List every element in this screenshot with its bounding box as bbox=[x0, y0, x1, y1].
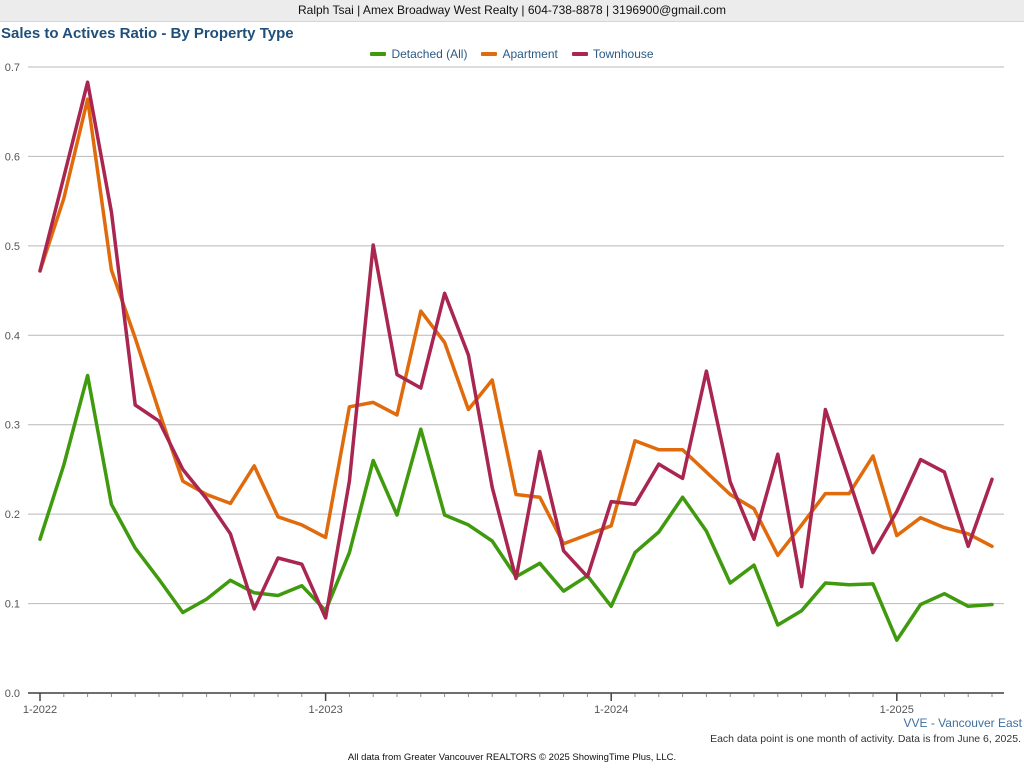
y-tick-label: 0.6 bbox=[5, 151, 20, 163]
series-line-townhouse bbox=[38, 80, 994, 620]
y-tick-label: 0.2 bbox=[5, 509, 20, 521]
x-tick-label: 1-2023 bbox=[308, 704, 342, 716]
legend-swatch-townhouse bbox=[571, 52, 588, 56]
copyright-footer: All data from Greater Vancouver REALTORS… bbox=[347, 752, 677, 763]
y-tick-label: 0.7 bbox=[5, 62, 20, 74]
y-tick-label: 0.4 bbox=[5, 330, 20, 342]
area-label: VVE - Vancouver East bbox=[903, 716, 1023, 730]
agent-header: Ralph Tsai | Amex Broadway West Realty |… bbox=[0, 0, 1024, 22]
y-tick-label: 0.5 bbox=[5, 241, 20, 253]
legend-label-apartment: Apartment bbox=[502, 47, 558, 61]
x-tick-label: 1-2025 bbox=[880, 704, 914, 716]
agent-info-text: Ralph Tsai | Amex Broadway West Realty |… bbox=[298, 3, 726, 17]
legend-label-detached: Detached (All) bbox=[391, 47, 468, 61]
x-tick-label: 1-2024 bbox=[594, 704, 628, 716]
legend-swatch-apartment bbox=[481, 52, 498, 56]
chart-title: Sales to Actives Ratio - By Property Typ… bbox=[1, 25, 294, 42]
legend-swatch-detached bbox=[370, 52, 387, 56]
y-tick-label: 0.1 bbox=[5, 599, 20, 611]
series-line-detached-all bbox=[38, 373, 994, 642]
y-tick-label: 0.3 bbox=[5, 420, 20, 432]
x-tick-label: 1-2022 bbox=[23, 704, 57, 716]
legend-label-townhouse: Townhouse bbox=[592, 47, 654, 61]
series-line-apartment bbox=[38, 97, 994, 558]
legend-item-detached[interactable]: Detached (All) bbox=[370, 47, 467, 61]
data-note: Each data point is one month of activity… bbox=[710, 733, 1021, 745]
legend-item-apartment[interactable]: Apartment bbox=[481, 47, 558, 61]
chart-legend: Detached (All) Apartment Townhouse bbox=[0, 46, 1024, 62]
y-tick-label: 0.0 bbox=[5, 688, 20, 700]
legend-item-townhouse[interactable]: Townhouse bbox=[571, 47, 654, 61]
